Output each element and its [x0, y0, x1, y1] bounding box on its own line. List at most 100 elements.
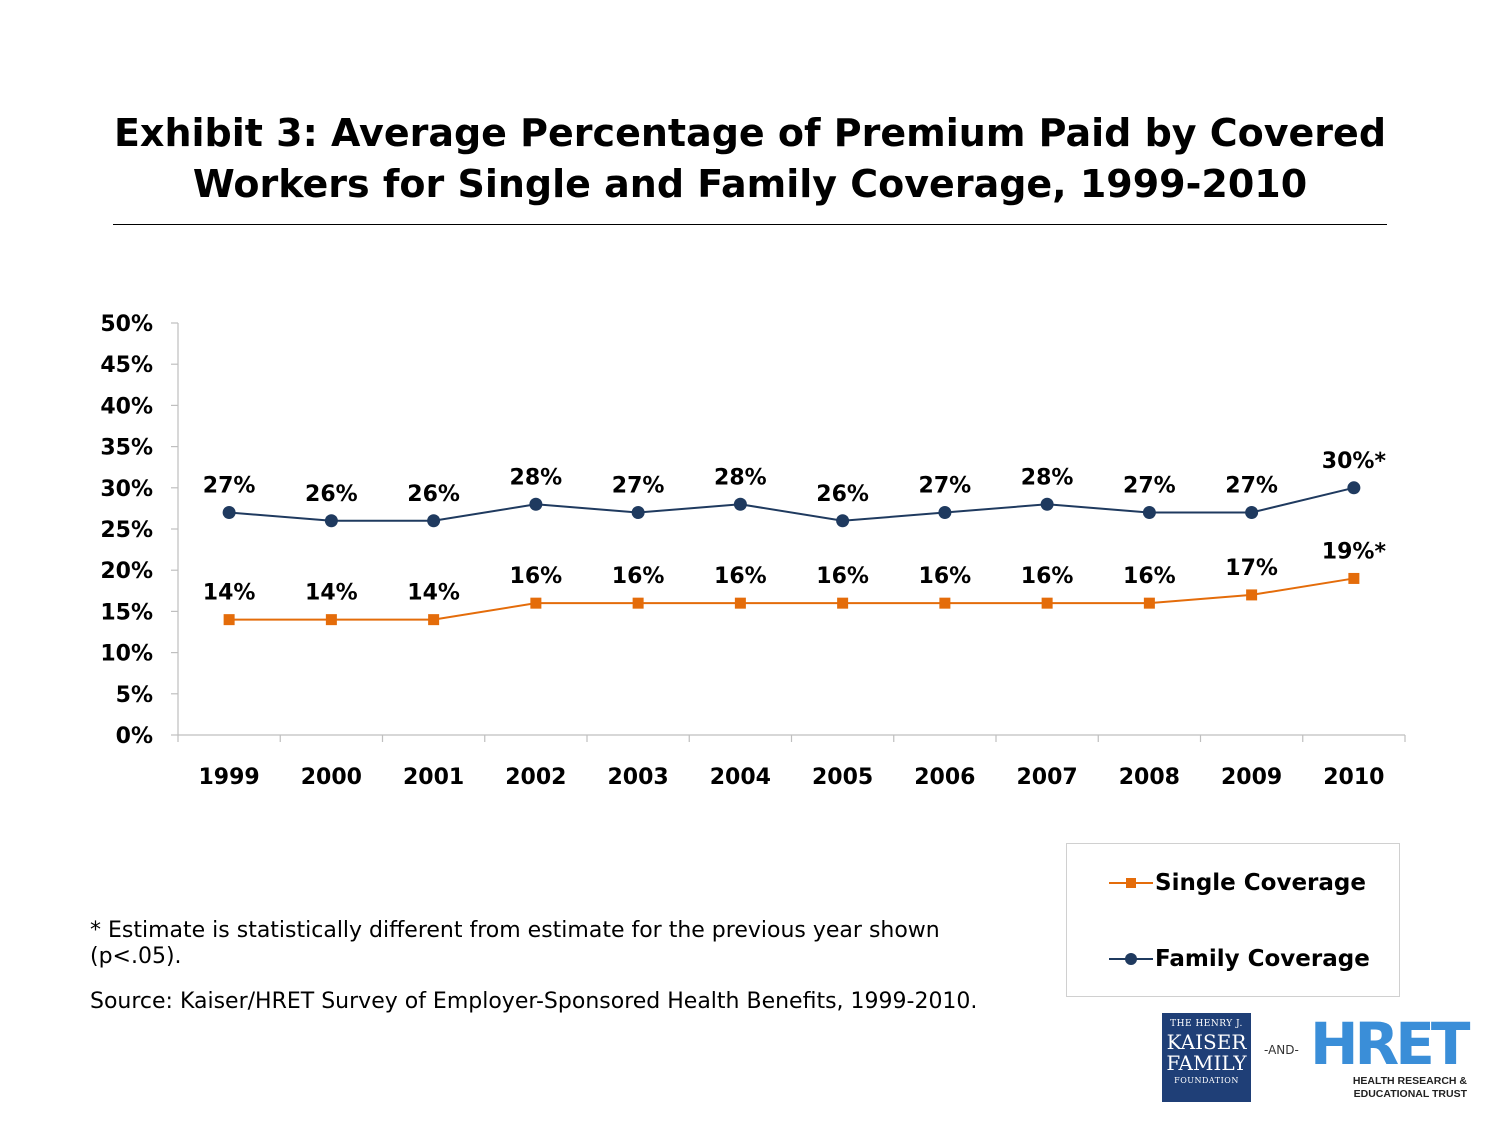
- data-label-single: 16%: [612, 564, 665, 589]
- data-label-family: 27%: [612, 474, 665, 499]
- legend-item-single: Single Coverage: [1109, 868, 1366, 898]
- data-label-single: 16%: [1021, 564, 1074, 589]
- data-point-family: [1142, 506, 1156, 520]
- data-label-family: 28%: [714, 465, 767, 490]
- data-point-single: [530, 597, 542, 609]
- footnote: * Estimate is statistically different fr…: [90, 918, 940, 969]
- data-label-family: 26%: [407, 482, 460, 507]
- and-separator: -AND-: [1264, 1043, 1299, 1057]
- x-tick-label: 2010: [1323, 765, 1384, 790]
- data-point-single: [428, 614, 440, 626]
- hret-logo-mark: HRET: [1310, 1010, 1470, 1078]
- x-tick-label: 2009: [1221, 765, 1282, 790]
- data-point-family: [733, 497, 747, 511]
- x-tick-label: 2007: [1017, 765, 1078, 790]
- kff-logo: THE HENRY J. KAISER FAMILY FOUNDATION: [1162, 1013, 1251, 1102]
- data-point-family: [427, 514, 441, 528]
- legend-marker-family-icon: [1109, 953, 1153, 965]
- legend-marker-single-icon: [1109, 878, 1153, 888]
- data-point-family: [1347, 481, 1361, 495]
- data-point-family: [1245, 506, 1259, 520]
- hret-logo: HRET HEALTH RESEARCH & EDUCATIONAL TRUST: [1310, 1013, 1475, 1105]
- data-label-single: 16%: [714, 564, 767, 589]
- data-label-single: 16%: [510, 564, 563, 589]
- x-tick-label: 2005: [812, 765, 873, 790]
- x-tick-label: 2001: [403, 765, 464, 790]
- title-line-2: Workers for Single and Family Coverage, …: [192, 162, 1308, 206]
- y-tick-label: 40%: [100, 394, 153, 419]
- chart-series: [222, 481, 1361, 626]
- chart-data-labels: 14% 14% 14% 16% 16% 16% 16% 16% 16% 16% 17% 19%* 27%…: [203, 449, 1387, 606]
- hret-logo-sub-1: HEALTH RESEARCH &: [1352, 1075, 1467, 1087]
- legend-label-single: Single Coverage: [1155, 870, 1366, 896]
- data-label-single: 16%: [816, 564, 869, 589]
- y-tick-label: 35%: [100, 436, 153, 461]
- data-point-single: [1246, 589, 1258, 601]
- data-label-family: 28%: [1021, 465, 1074, 490]
- data-label-single: 14%: [407, 581, 460, 606]
- data-label-single: 16%: [919, 564, 972, 589]
- data-point-single: [1143, 597, 1155, 609]
- data-label-single: 17%: [1225, 556, 1278, 581]
- x-tick-label: 2002: [505, 765, 566, 790]
- data-label-family: 27%: [1225, 474, 1278, 499]
- data-label-single: 14%: [305, 581, 358, 606]
- kff-logo-line-1: THE HENRY J.: [1170, 1019, 1243, 1029]
- chart-axes: 0% 5% 10% 15% 20% 25% 30% 35% 40% 45% 50% 1999 2000 2…: [100, 312, 1406, 790]
- data-point-single: [1041, 597, 1053, 609]
- y-tick-label: 10%: [100, 642, 153, 667]
- y-tick-label: 25%: [100, 518, 153, 543]
- data-point-single: [734, 597, 746, 609]
- x-tick-label: 2008: [1119, 765, 1180, 790]
- title-divider: [113, 224, 1387, 225]
- kff-logo-line-3: FAMILY: [1166, 1051, 1247, 1075]
- y-tick-label: 30%: [100, 477, 153, 502]
- x-tick-label: 2000: [301, 765, 362, 790]
- chart-title: Exhibit 3: Average Percentage of Premium…: [60, 108, 1440, 210]
- hret-logo-sub-2: EDUCATIONAL TRUST: [1353, 1088, 1467, 1100]
- data-point-family: [836, 514, 850, 528]
- data-point-single: [632, 597, 644, 609]
- kff-logo-line-2: KAISER: [1166, 1030, 1247, 1054]
- data-point-family: [529, 497, 543, 511]
- data-label-single: 16%: [1123, 564, 1176, 589]
- data-label-family: 26%: [816, 482, 869, 507]
- y-tick-label: 20%: [100, 559, 153, 584]
- data-label-family: 28%: [510, 465, 563, 490]
- data-point-family: [222, 506, 236, 520]
- source-note: Source: Kaiser/HRET Survey of Employer-S…: [90, 989, 978, 1014]
- title-line-1: Exhibit 3: Average Percentage of Premium…: [113, 111, 1387, 155]
- data-label-single: 19%*: [1322, 539, 1387, 564]
- data-label-family: 26%: [305, 482, 358, 507]
- data-point-single: [325, 614, 337, 626]
- y-tick-label: 5%: [116, 683, 153, 708]
- y-tick-label: 50%: [100, 312, 153, 337]
- x-tick-label: 2003: [608, 765, 669, 790]
- x-tick-label: 2004: [710, 765, 771, 790]
- data-point-family: [938, 506, 952, 520]
- data-label-family: 27%: [1123, 474, 1176, 499]
- kff-logo-line-4: FOUNDATION: [1174, 1076, 1239, 1085]
- data-label-single: 14%: [203, 581, 256, 606]
- y-tick-label: 15%: [100, 600, 153, 625]
- data-point-family: [1040, 497, 1054, 511]
- x-tick-label: 2006: [914, 765, 975, 790]
- data-point-family: [324, 514, 338, 528]
- data-label-family: 27%: [919, 474, 972, 499]
- series-line-single: [229, 577, 1355, 621]
- data-point-single: [837, 597, 849, 609]
- data-point-family: [631, 506, 645, 520]
- series-line-family: [229, 486, 1355, 522]
- x-tick-label: 1999: [199, 765, 260, 790]
- data-point-single: [223, 614, 235, 626]
- data-point-single: [1348, 572, 1360, 584]
- data-label-family: 27%: [203, 474, 256, 499]
- y-tick-label: 0%: [116, 724, 153, 749]
- legend-item-family: Family Coverage: [1109, 944, 1370, 974]
- legend-label-family: Family Coverage: [1155, 946, 1370, 972]
- data-point-single: [939, 597, 951, 609]
- chart-legend: Single Coverage Family Coverage: [1066, 843, 1400, 997]
- data-label-family: 30%*: [1322, 449, 1387, 474]
- y-tick-label: 45%: [100, 353, 153, 378]
